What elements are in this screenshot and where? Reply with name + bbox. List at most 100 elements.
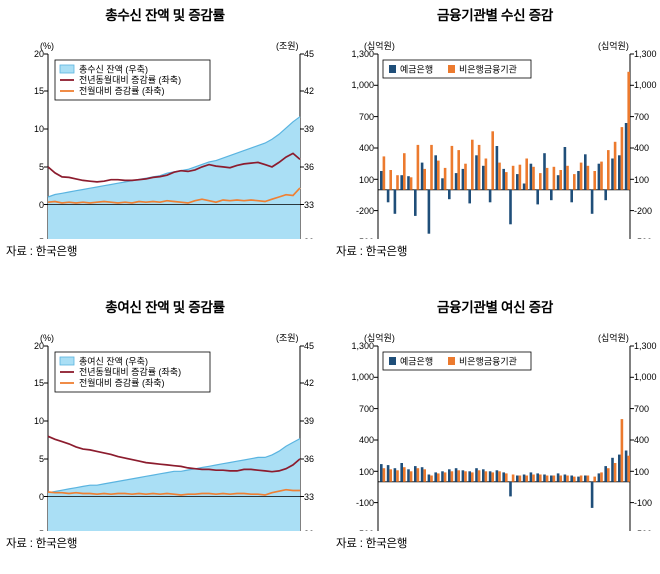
y-tick-left: 10 [34,124,44,134]
legend-swatch-bank [389,357,396,365]
unit-right: (조원) [276,333,299,343]
legend-label: 전년동월대비 증감률 (좌축) [79,366,181,377]
y-tick-left: 20 [34,341,44,351]
line-mom-growth [47,187,301,204]
y-tick-right: 400 [634,435,649,445]
y-tick-left: 5 [39,454,44,464]
y-tick-right: 45 [304,341,314,351]
legend-swatch-area [59,356,75,366]
legend: 총수신 잔액 (우축) 전년동월대비 증감률 (좌축) 전월대비 증감률 (좌축… [54,59,211,101]
y-tick-right: 39 [304,416,314,426]
unit-right: (조원) [276,41,299,51]
bars-nonbank [382,71,630,190]
area-total-loan [48,438,300,531]
source-note: 자료 : 한국은행 [336,538,408,550]
y-tick-left: 400 [359,143,374,153]
source-note: 자료 : 한국은행 [6,538,78,550]
y-tick-right: 42 [304,378,314,388]
y-tick-left: -5 [36,529,44,531]
panel-title: 총여신 잔액 및 증감률 [105,300,225,315]
unit-left: (십억원) [364,332,395,343]
y-tick-right: 1,000 [634,372,657,382]
legend-label: 전월대비 증감률 (좌축) [79,377,165,388]
y-tick-left: 100 [359,175,374,185]
y-tick-left: 10 [34,416,44,426]
bars-nonbank [382,419,630,482]
legend-label: 비은행금융기관 [459,356,517,367]
panel-title: 총수신 잔액 및 증감률 [105,8,225,23]
unit-right: (십억원) [598,332,629,343]
legend: 예금은행 비은행금융기관 [382,351,532,371]
area-outline [47,438,301,494]
y-tick-right: 700 [634,404,649,414]
y-tick-right: 1,300 [634,49,657,59]
y-tick-right: 100 [634,467,649,477]
y-tick-left: -100 [356,498,374,508]
y-tick-left: 1,000 [351,80,374,90]
y-tick-right: 1,000 [634,80,657,90]
y-tick-left: 5 [39,162,44,172]
y-tick-left: 700 [359,404,374,414]
y-tick-left: 20 [34,49,44,59]
legend: 총여신 잔액 (우축) 전년동월대비 증감률 (좌축) 전월대비 증감률 (좌축… [54,351,211,393]
legend-label: 전년동월대비 증감률 (좌축) [79,74,181,85]
y-tick-right: 33 [304,200,314,210]
legend-label: 총수신 잔액 (우축) [79,64,148,75]
legend-swatch-bank [389,65,396,73]
legend-label: 예금은행 [400,356,433,367]
legend-label: 비은행금융기관 [459,64,517,75]
y-tick-right: 45 [304,49,314,59]
y-tick-right: -500 [634,237,652,239]
y-tick-right: -100 [634,498,652,508]
y-tick-right: 36 [304,454,314,464]
y-tick-right: 100 [634,175,649,185]
source-note: 자료 : 한국은행 [336,246,408,258]
panel-title: 금융기관별 여신 증감 [437,300,553,315]
legend-label: 총여신 잔액 (우축) [79,356,148,367]
y-tick-left: -500 [356,529,374,531]
panel-loan-by-institution: 금융기관별 여신 증감 1,300 1,000 700 400 100 -100… [330,296,660,566]
legend-swatch-nonbank [448,357,455,365]
line-yoy-growth [47,152,301,183]
y-tick-right: 33 [304,492,314,502]
panel-deposit-by-institution: 금융기관별 수신 증감 1,300 1,000 700 400 100 -200… [330,4,660,274]
bars-bank [380,123,628,234]
y-tick-right: 39 [304,124,314,134]
panel-title: 금융기관별 수신 증감 [437,8,553,23]
legend-swatch-nonbank [448,65,455,73]
y-tick-right: -500 [634,529,652,531]
bars-bank [380,450,628,508]
chart-loan-balance: 20 15 10 5 0 -5 (%) 45 42 39 36 33 30 (조… [34,333,314,531]
y-tick-left: -500 [356,237,374,239]
y-tick-left: 1,000 [351,372,374,382]
y-tick-left: 15 [34,86,44,96]
unit-left: (%) [40,41,54,51]
line-yoy-growth [47,435,301,473]
y-tick-right: 30 [304,529,314,531]
legend-label: 예금은행 [400,64,433,75]
y-tick-right: 400 [634,143,649,153]
unit-right: (십억원) [598,40,629,51]
y-tick-right: 42 [304,86,314,96]
y-tick-left: 1,300 [351,341,374,351]
area-total-deposit [48,116,300,239]
y-tick-right: 36 [304,162,314,172]
y-tick-left: 0 [39,492,44,502]
y-tick-right: 30 [304,237,314,239]
y-tick-right: -200 [634,206,652,216]
y-tick-left: 700 [359,112,374,122]
chart-loan-by-institution: 1,300 1,000 700 400 100 -100 -500 (십억원) … [351,332,657,531]
y-tick-left: 100 [359,467,374,477]
legend-swatch-area [59,64,75,74]
y-tick-left: 0 [39,200,44,210]
unit-left: (십억원) [364,40,395,51]
y-tick-left: 15 [34,378,44,388]
y-tick-right: 1,300 [634,341,657,351]
y-tick-right: 700 [634,112,649,122]
y-tick-left: 400 [359,435,374,445]
chart-deposit-balance: 20 15 10 5 0 -5 (%) 45 42 39 36 33 30 (조… [34,41,314,239]
y-tick-left: 1,300 [351,49,374,59]
y-tick-left: -5 [36,237,44,239]
legend-label: 전월대비 증감률 (좌축) [79,85,165,96]
